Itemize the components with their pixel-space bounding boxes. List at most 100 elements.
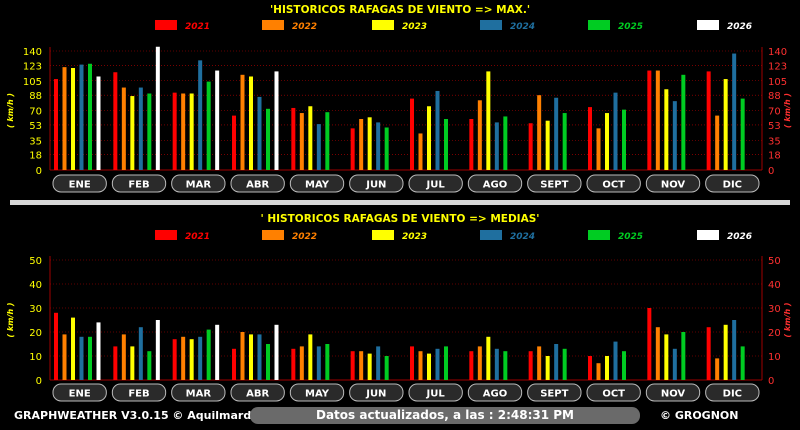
- bar-mar-2023: [189, 93, 194, 170]
- bar-nov-2025: [681, 332, 686, 380]
- update-time-status: Datos actualizados, a las : 2:48:31 PM: [250, 407, 640, 424]
- y-tick-left: 40: [29, 280, 42, 291]
- month-pill-jun: [349, 174, 404, 193]
- bar-dic-2022: [715, 358, 720, 380]
- bar-ene-2023: [71, 317, 75, 380]
- bar-dic-2025: [740, 346, 745, 380]
- legend-swatch-2025: [588, 20, 610, 30]
- month-pill-mar: [171, 174, 226, 193]
- legend-label-2024: 2024: [510, 232, 535, 242]
- bar-nov-2022: [655, 70, 660, 170]
- bar-oct-2024: [613, 92, 618, 170]
- legend-swatch-2021: [155, 20, 177, 30]
- bar-ago-2025: [503, 351, 508, 380]
- bar-may-2024: [316, 346, 321, 380]
- bar-nov-2024: [672, 348, 677, 380]
- x-tick-label: FEB: [128, 180, 149, 191]
- bar-sept-2022: [537, 346, 542, 380]
- bar-abr-2025: [266, 108, 270, 170]
- y-tick-right: 35: [768, 136, 781, 147]
- bar-sept-2021: [528, 123, 533, 170]
- y-tick-right: 70: [768, 107, 781, 118]
- month-pill-abr: [230, 174, 285, 193]
- legend-label-2022: 2022: [292, 232, 317, 242]
- legend-swatch-2023: [372, 230, 394, 240]
- bar-nov-2025: [681, 74, 686, 170]
- x-tick-label: DIC: [723, 180, 742, 191]
- y-tick-right: 105: [768, 77, 787, 88]
- bar-dic-2025: [740, 98, 745, 170]
- y-tick-right: 18: [768, 151, 781, 162]
- x-tick-label: DIC: [723, 389, 742, 400]
- month-pill-ago: [467, 174, 523, 193]
- bar-mar-2024: [198, 60, 203, 170]
- bar-feb-2024: [138, 327, 143, 380]
- bar-jul-2024: [435, 90, 440, 170]
- bar-ago-2021: [469, 119, 474, 170]
- legend-label-2025: 2025: [618, 232, 643, 242]
- month-pill-sept: [527, 174, 582, 193]
- y-tick-right: 0: [768, 376, 774, 387]
- y-axis-label-left: ( km/h ): [6, 93, 15, 128]
- x-tick-label: NOV: [661, 389, 686, 400]
- bar-may-2024: [316, 124, 321, 170]
- bar-abr-2021: [232, 348, 236, 380]
- bar-feb-2026: [155, 46, 160, 170]
- legend-label-2024: 2024: [510, 22, 535, 32]
- bar-abr-2023: [249, 76, 253, 170]
- month-pill-mar: [171, 383, 226, 402]
- bar-ago-2024: [494, 122, 499, 170]
- month-pill-jul: [408, 174, 463, 193]
- month-pill-ene: [52, 174, 107, 193]
- bar-nov-2024: [672, 101, 677, 170]
- bar-may-2022: [299, 346, 304, 380]
- bar-jun-2023: [367, 117, 372, 170]
- month-pill-oct: [586, 174, 641, 193]
- bar-sept-2022: [537, 95, 542, 170]
- y-tick-right: 50: [768, 256, 781, 267]
- month-pill-dic: [705, 383, 760, 402]
- bar-feb-2023: [130, 346, 135, 380]
- bar-jul-2023: [427, 106, 431, 170]
- bar-jun-2024: [376, 122, 381, 170]
- bar-jun-2025: [384, 356, 389, 380]
- bar-oct-2021: [588, 356, 592, 380]
- y-tick-left: 105: [23, 77, 42, 88]
- y-tick-left: 70: [29, 107, 42, 118]
- bar-sept-2025: [562, 348, 567, 380]
- legend-label-2023: 2023: [402, 22, 427, 32]
- y-tick-left: 53: [29, 121, 42, 132]
- chart-2: ' HISTORICOS RAFAGAS DE VIENTO => MEDIAS…: [6, 213, 792, 402]
- section-divider: [10, 200, 790, 205]
- bar-feb-2021: [113, 346, 118, 380]
- x-tick-label: MAR: [186, 389, 212, 400]
- bar-dic-2021: [706, 327, 711, 380]
- bar-jun-2023: [367, 353, 372, 380]
- bar-mar-2024: [198, 336, 203, 380]
- bar-abr-2024: [257, 96, 262, 170]
- legend-label-2025: 2025: [618, 22, 643, 32]
- month-pill-nov: [645, 383, 701, 402]
- bar-abr-2022: [240, 332, 245, 380]
- legend-label-2021: 2021: [185, 22, 210, 32]
- y-tick-right: 40: [768, 280, 781, 291]
- bar-feb-2022: [121, 87, 126, 170]
- bar-ene-2024: [79, 64, 84, 170]
- bar-oct-2023: [605, 356, 609, 380]
- x-tick-label: JUN: [365, 389, 386, 400]
- month-pill-ene: [52, 383, 107, 402]
- app-version-label: GRAPHWEATHER V3.0.15 © Aquilmard: [14, 409, 252, 422]
- bar-ene-2026: [96, 322, 101, 380]
- legend-label-2026: 2026: [727, 22, 752, 32]
- y-axis-label-right: ( km/h ): [783, 93, 792, 128]
- month-pill-jun: [349, 383, 404, 402]
- month-pill-nov: [645, 174, 701, 193]
- y-axis-label-left: ( km/h ): [6, 302, 15, 337]
- y-tick-right: 123: [768, 61, 787, 72]
- bar-may-2025: [325, 112, 330, 170]
- bar-mar-2026: [215, 324, 220, 380]
- bar-oct-2025: [622, 351, 626, 380]
- bar-ene-2022: [62, 334, 67, 380]
- x-tick-label: MAY: [305, 180, 330, 191]
